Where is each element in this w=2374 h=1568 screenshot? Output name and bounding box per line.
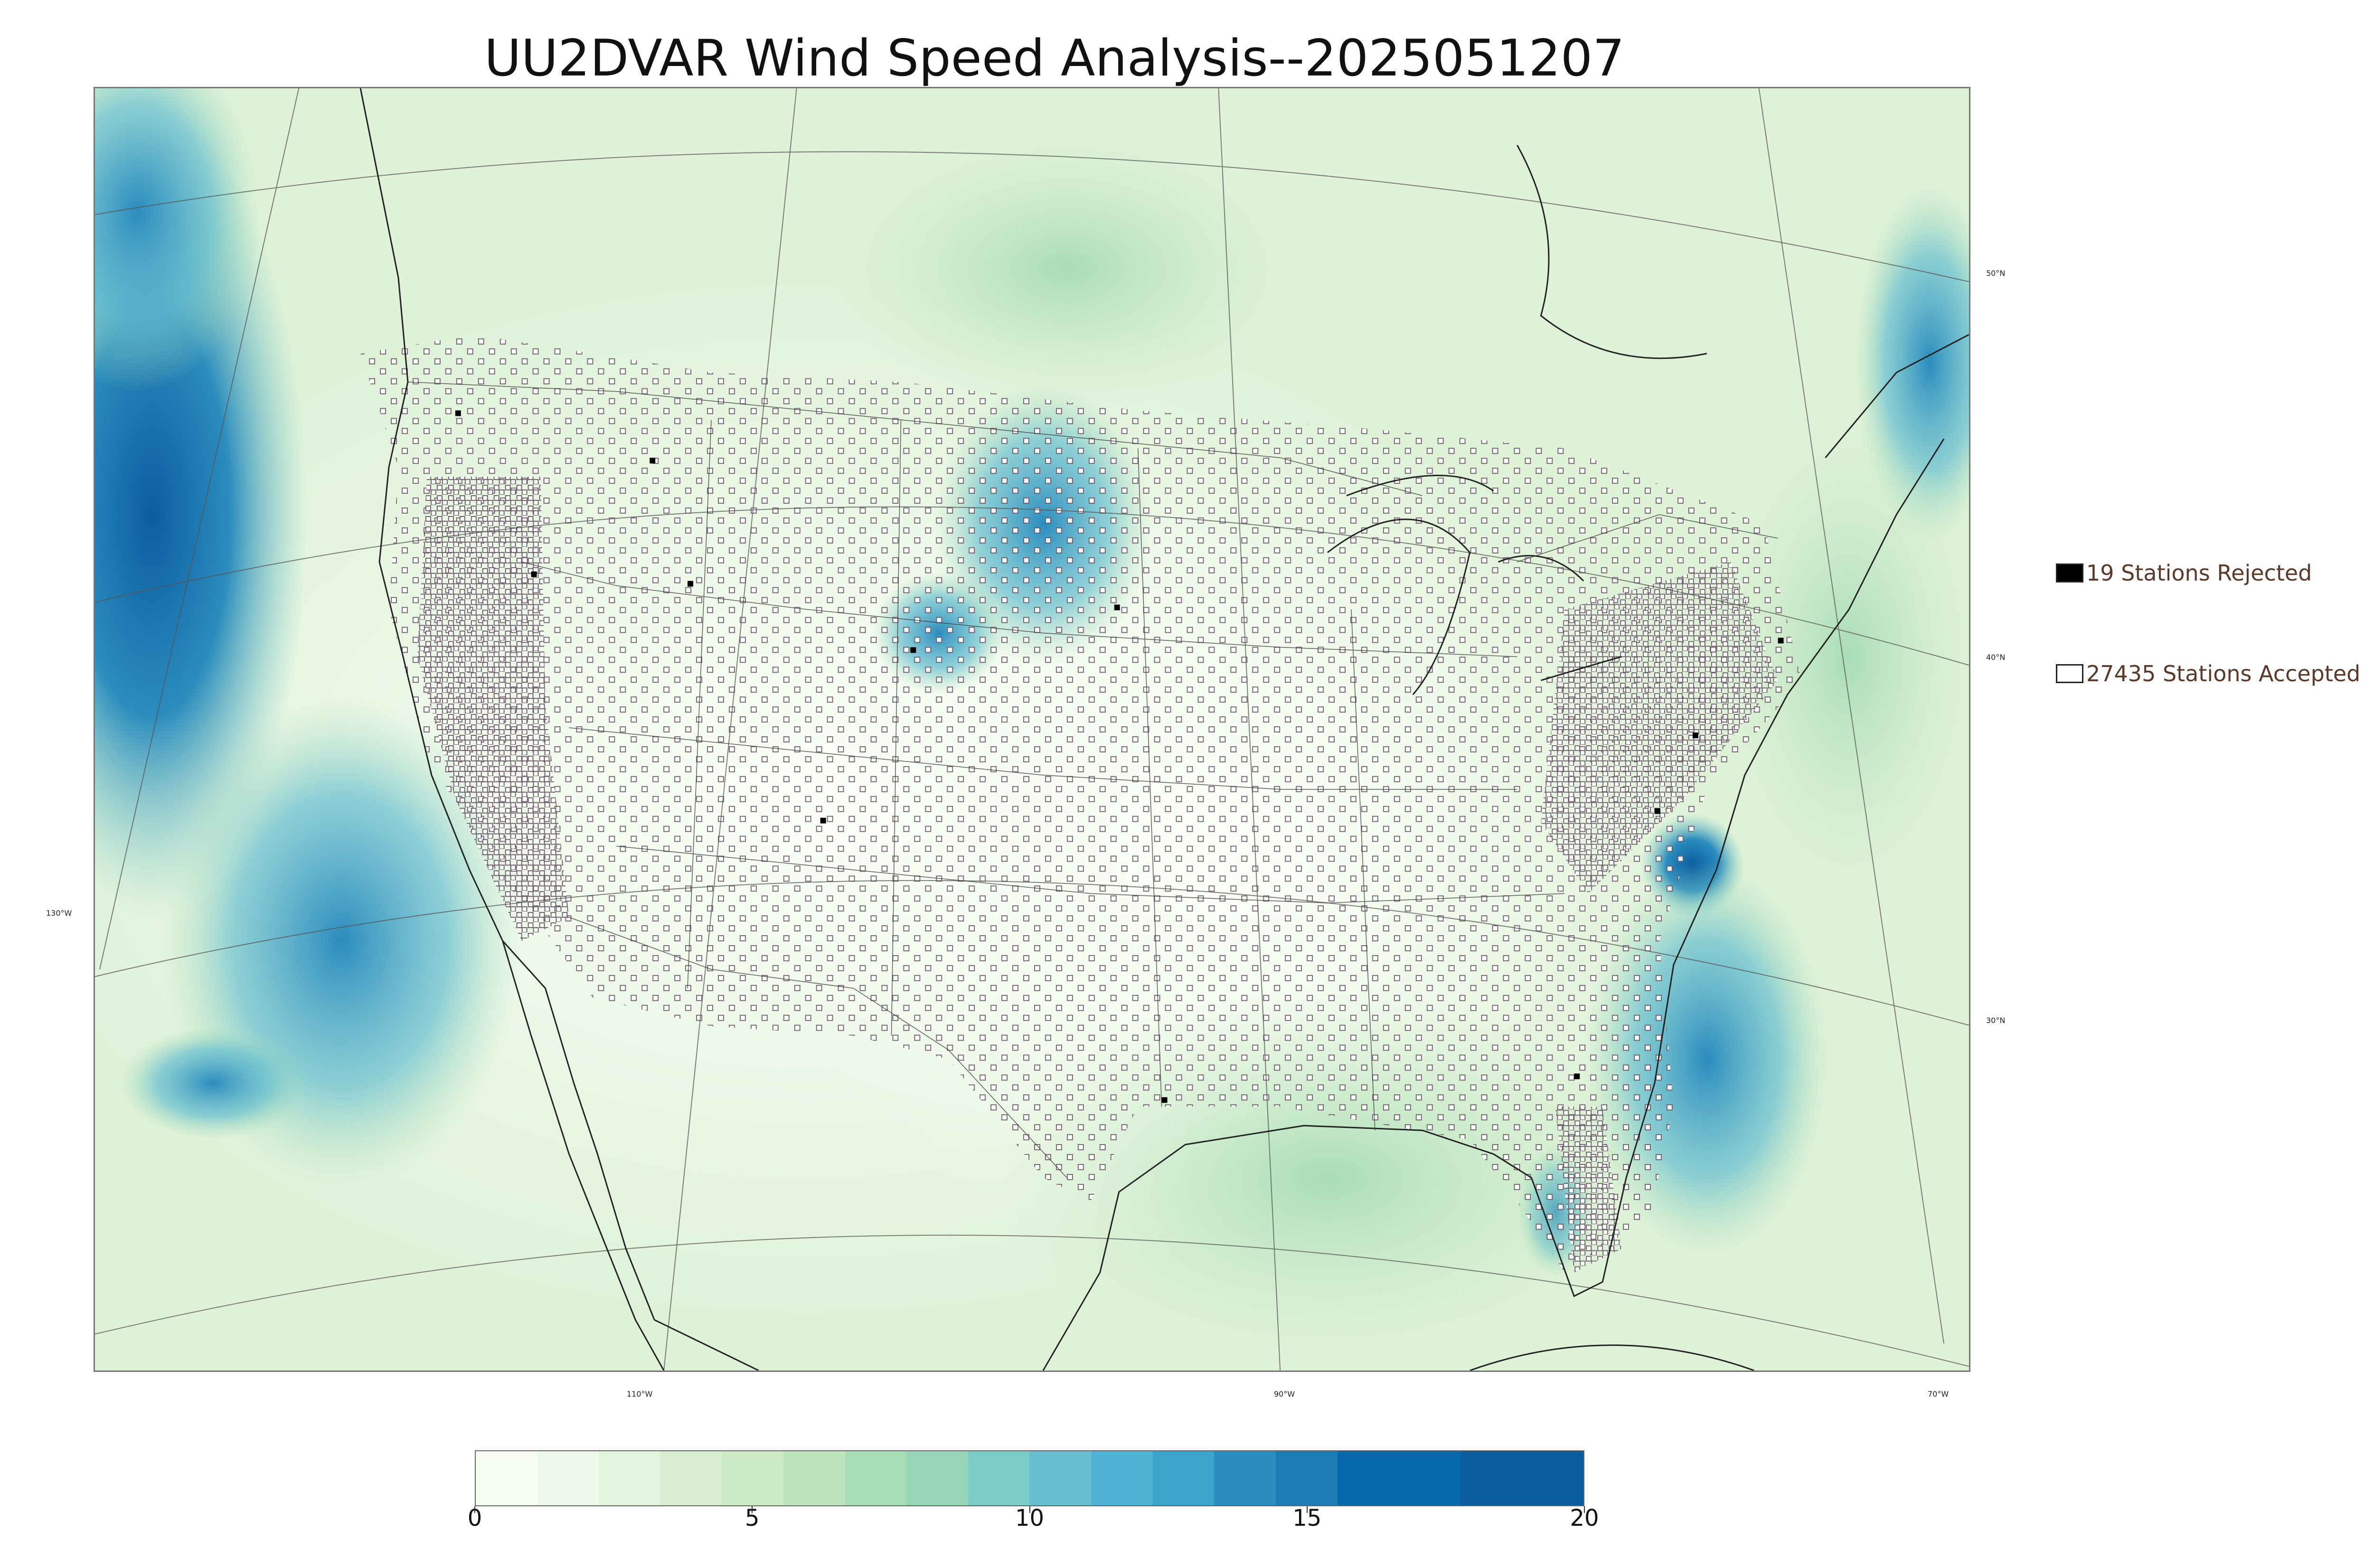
colorbar-segment bbox=[906, 1451, 968, 1505]
state-line-e bbox=[891, 420, 902, 1036]
lake-superior bbox=[1346, 475, 1494, 497]
cuba-coastline bbox=[1470, 1344, 1755, 1371]
rejected-station bbox=[1161, 1097, 1168, 1103]
rejected-station bbox=[1114, 604, 1120, 610]
colorbar-segment bbox=[845, 1451, 907, 1505]
colorbar-segment bbox=[1337, 1451, 1460, 1505]
coastlines bbox=[359, 88, 1969, 1371]
rejected-station bbox=[650, 458, 656, 464]
lake-huron bbox=[1498, 554, 1584, 582]
state-line-a bbox=[521, 562, 1517, 657]
colorbar-segment bbox=[1460, 1451, 1583, 1505]
lake-erie bbox=[1540, 656, 1622, 681]
colorbar-tick bbox=[474, 1506, 475, 1513]
meridian-70w bbox=[1758, 88, 1945, 1344]
rejected-station bbox=[531, 571, 537, 577]
colorbar-segment bbox=[599, 1451, 660, 1505]
accepted-stations-northeast bbox=[1541, 562, 1778, 894]
canada-maritime-coast bbox=[1825, 334, 1969, 459]
state-line-c bbox=[616, 845, 1565, 903]
rejected-station bbox=[455, 410, 461, 416]
colorbar-segment bbox=[722, 1451, 784, 1505]
rejected-station bbox=[1655, 808, 1660, 814]
lon-label-110w: 110°W bbox=[627, 1390, 653, 1399]
rejected-station bbox=[1692, 732, 1698, 738]
colorbar-segment bbox=[783, 1451, 845, 1505]
state-line-g bbox=[1351, 609, 1375, 1131]
colorbar bbox=[475, 1450, 1584, 1506]
lat-label-50n: 50°N bbox=[1986, 269, 2006, 278]
lat-label-40n: 40°N bbox=[1986, 653, 2006, 662]
us-canada-border-east bbox=[1517, 514, 1778, 563]
us-canada-border bbox=[407, 381, 1423, 496]
colorbar-segment bbox=[537, 1451, 599, 1505]
mexico-west-coast bbox=[654, 1319, 759, 1371]
colorbar-segment bbox=[1214, 1451, 1276, 1505]
hudson-bay-coast bbox=[1517, 145, 1707, 359]
parallel-40n bbox=[95, 506, 1969, 666]
rejected-station bbox=[688, 581, 694, 587]
map-title: UU2DVAR Wind Speed Analysis--2025051207 bbox=[484, 29, 1625, 87]
accepted-swatch bbox=[2056, 664, 2083, 683]
parallel-30n bbox=[95, 880, 1969, 1026]
accepted-label: 27435 Stations Accepted bbox=[2086, 661, 2361, 686]
legend-accepted: 27435 Stations Accepted bbox=[2056, 661, 2360, 686]
colorbar-segment bbox=[476, 1451, 537, 1505]
baja-coastline bbox=[502, 940, 665, 1371]
lon-label-90w: 90°W bbox=[1274, 1390, 1295, 1399]
pacific-wind-jet bbox=[118, 1026, 309, 1140]
us-mexico-border bbox=[569, 917, 1067, 1178]
lon-label-70w: 70°W bbox=[1928, 1390, 1949, 1399]
colorbar-segment bbox=[1029, 1451, 1092, 1505]
gulf-atlantic-coastline bbox=[1042, 438, 1945, 1371]
legend-rejected: 19 Stations Rejected bbox=[2056, 560, 2312, 586]
colorbar-segment bbox=[1152, 1451, 1215, 1505]
graticule bbox=[95, 88, 1969, 1371]
rejected-label: 19 Stations Rejected bbox=[2086, 560, 2312, 586]
accepted-stations-conus bbox=[360, 334, 1802, 1273]
colorbar-segment bbox=[968, 1451, 1030, 1505]
pacific-wind-north bbox=[95, 88, 261, 392]
colorbar-tick bbox=[1584, 1506, 1585, 1513]
rejected-stations bbox=[455, 410, 1784, 1103]
parallel-20n bbox=[95, 1234, 1969, 1367]
accepted-stations-florida bbox=[1555, 1107, 1622, 1273]
rejected-station bbox=[820, 817, 826, 824]
parallel-50n bbox=[95, 151, 1969, 282]
rejected-swatch bbox=[2056, 563, 2083, 582]
lon-label-130w: 130°W bbox=[46, 909, 72, 918]
accepted-stations-west-coast bbox=[417, 477, 569, 941]
colorbar-tick bbox=[752, 1506, 753, 1513]
rejected-station bbox=[1778, 638, 1784, 644]
pacific-coastline bbox=[359, 88, 655, 1320]
lat-label-30n: 30°N bbox=[1986, 1016, 2006, 1025]
rejected-station bbox=[1574, 1073, 1580, 1080]
meridian-110w bbox=[663, 88, 797, 1371]
rejected-station bbox=[910, 647, 916, 653]
colorbar-segment bbox=[660, 1451, 722, 1505]
map-frame[interactable] bbox=[94, 87, 1970, 1372]
meridian-130w bbox=[99, 88, 300, 970]
colorbar-segment bbox=[1091, 1451, 1153, 1505]
colorbar-segment bbox=[1275, 1451, 1338, 1505]
colorbar-tick bbox=[1029, 1506, 1030, 1513]
political-borders bbox=[407, 381, 1778, 1178]
canada-green bbox=[829, 126, 1304, 411]
wind-speed-map[interactable] bbox=[95, 88, 1969, 1371]
state-line-d bbox=[687, 420, 712, 988]
lake-michigan bbox=[1327, 518, 1471, 695]
meridian-90w bbox=[1218, 88, 1281, 1371]
colorbar-tick bbox=[1306, 1506, 1308, 1513]
state-line-f bbox=[1137, 448, 1162, 1107]
